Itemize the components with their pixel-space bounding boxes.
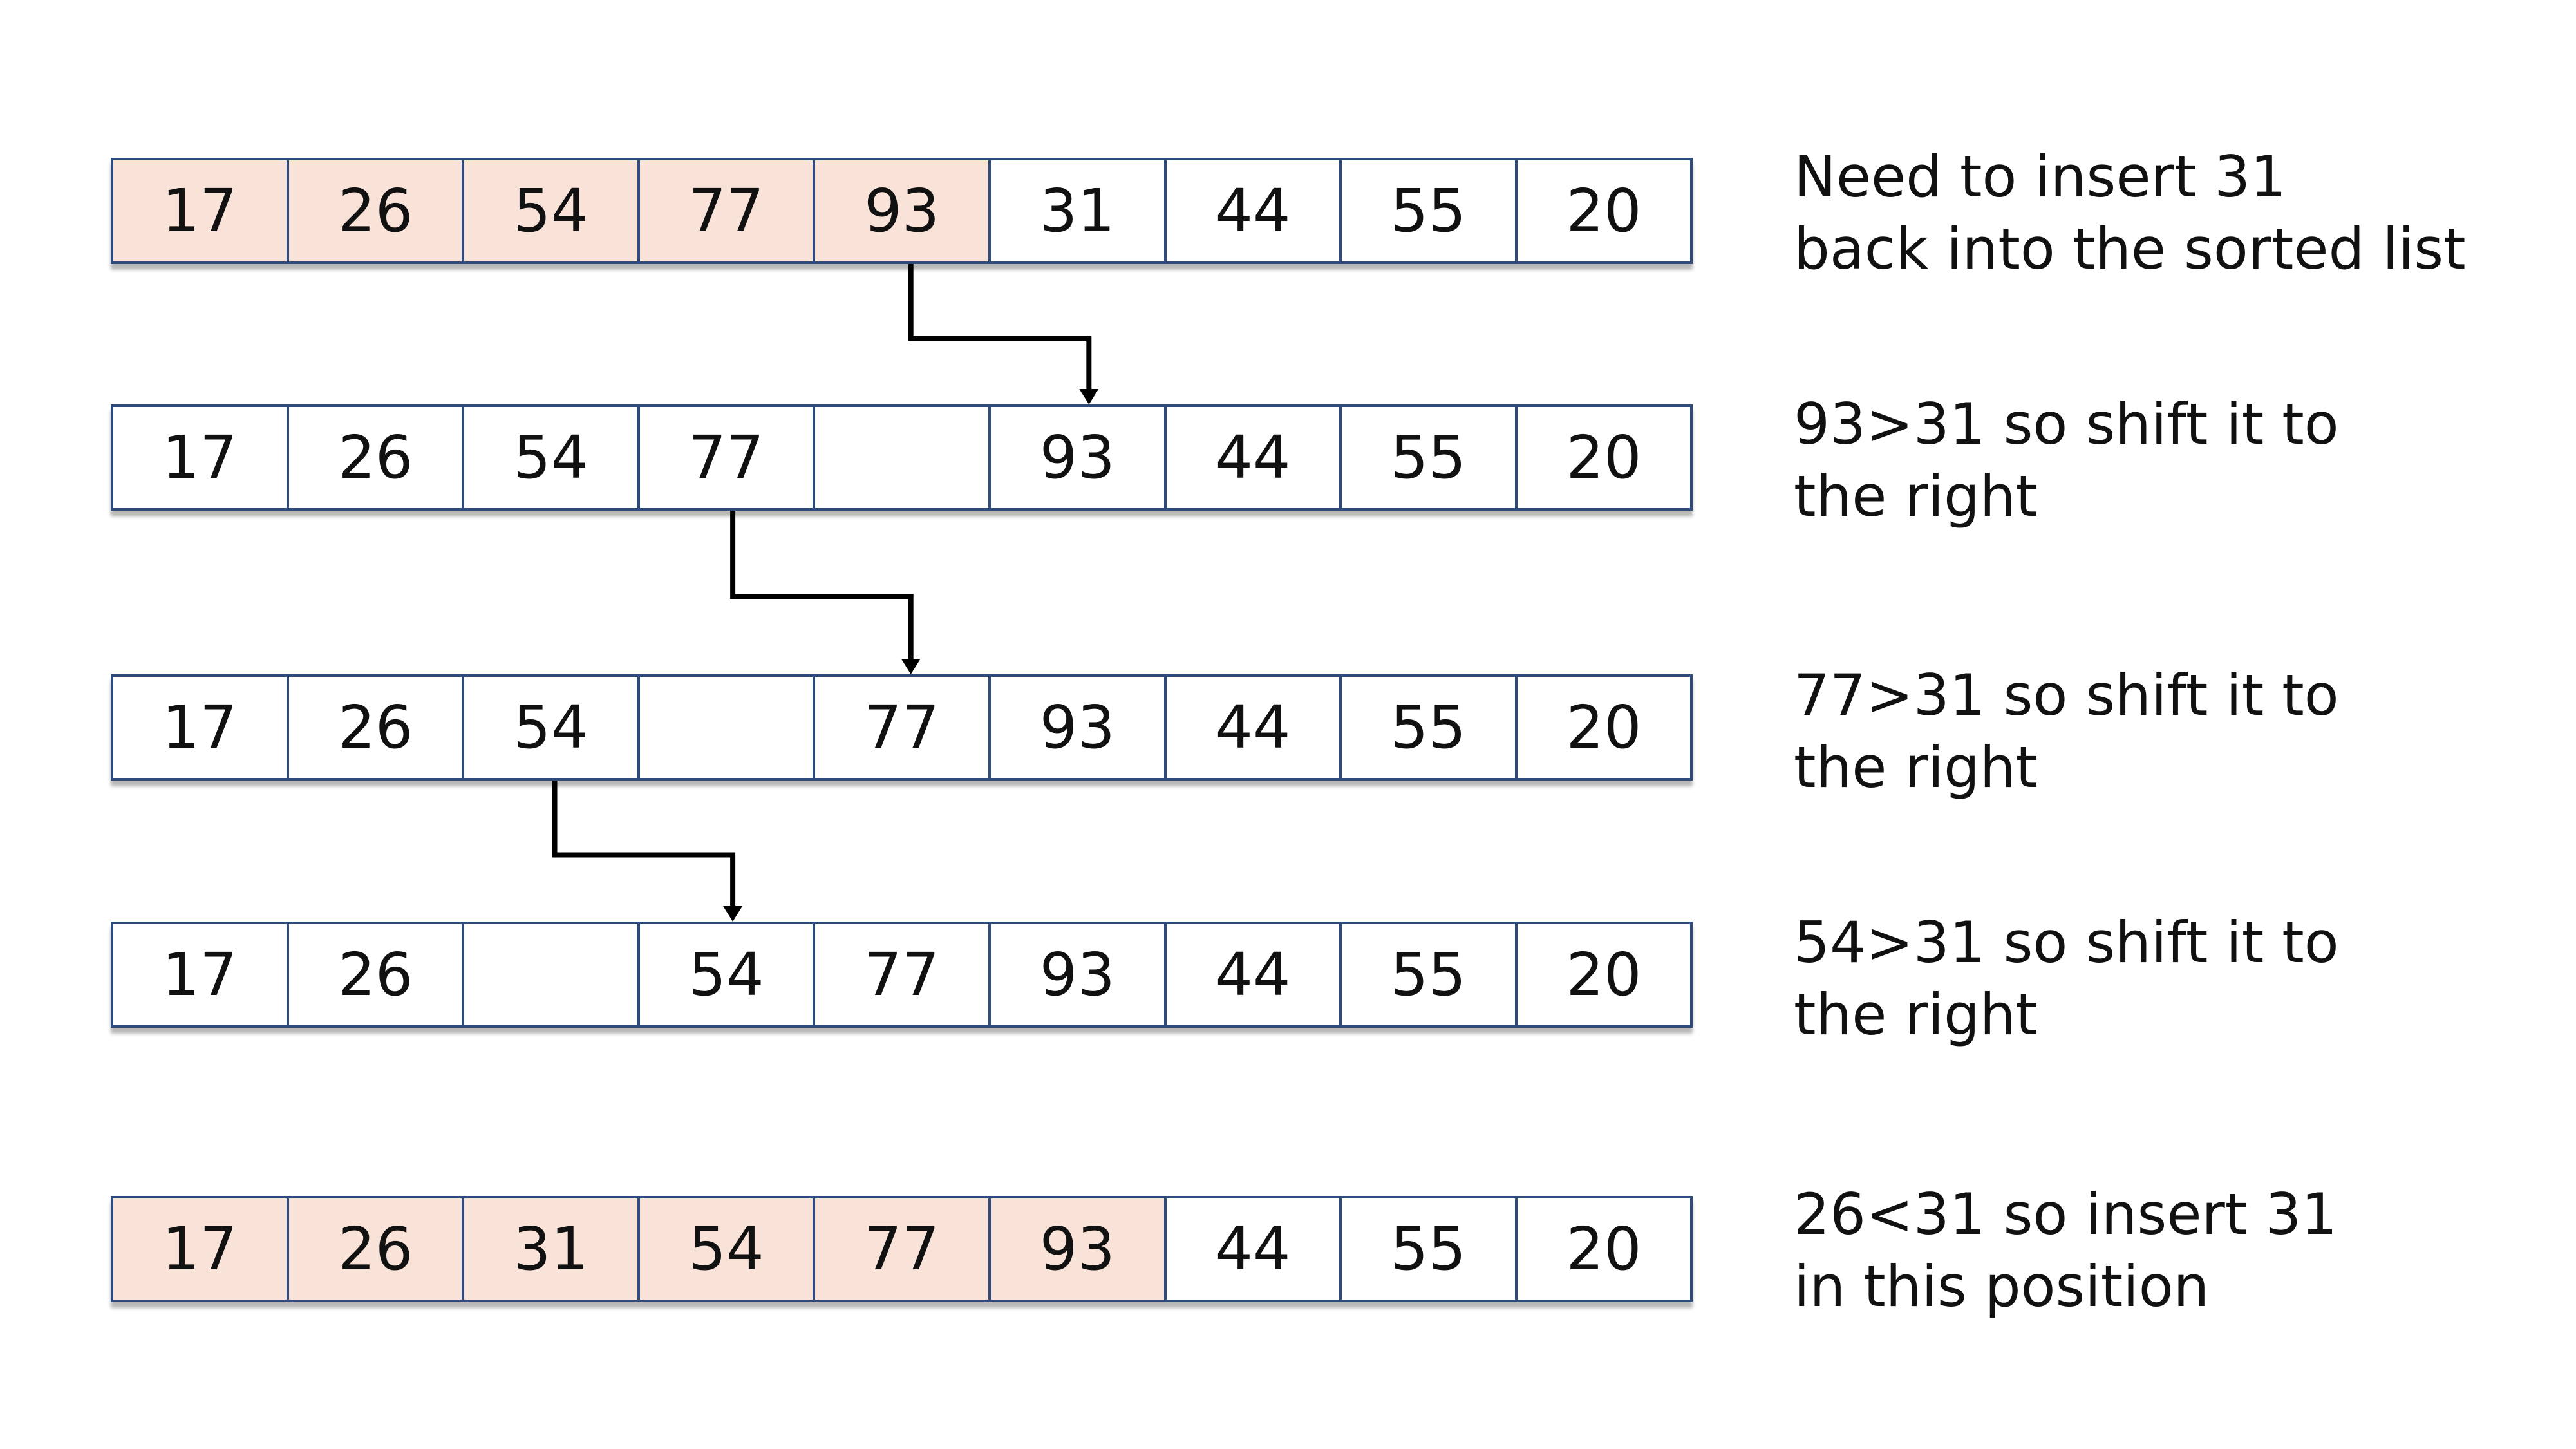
array-cell: 93: [988, 922, 1167, 1028]
caption-line: 77>31 so shift it to: [1794, 662, 2339, 728]
array-cell: 20: [1514, 158, 1693, 264]
array-cell: 77: [813, 1196, 991, 1302]
array-cell: 77: [813, 674, 991, 781]
step-caption: Need to insert 31 back into the sorted li…: [1794, 141, 2466, 285]
caption-line: 93>31 so shift it to: [1794, 391, 2339, 457]
array-cell: 26: [286, 158, 465, 264]
caption-line: in this position: [1794, 1253, 2210, 1320]
array-cell: 20: [1514, 1196, 1693, 1302]
array-cell: 20: [1514, 922, 1693, 1028]
array-cell: 26: [286, 404, 465, 511]
array-cell-empty: [637, 674, 816, 781]
caption-line: the right: [1794, 734, 2038, 800]
arrowhead-icon: [1079, 389, 1099, 404]
array-cell: 54: [637, 922, 816, 1028]
caption-line: Need to insert 31: [1794, 144, 2287, 210]
array-cell: 93: [813, 158, 991, 264]
array-cell: 17: [111, 1196, 289, 1302]
shift-arrow: [730, 511, 921, 674]
array-cell: 55: [1339, 404, 1518, 511]
array-cell: 26: [286, 922, 465, 1028]
array-cell: 31: [988, 158, 1167, 264]
caption-line: the right: [1794, 463, 2038, 529]
array-cell: 31: [462, 1196, 640, 1302]
shift-arrow-line: [908, 264, 1092, 390]
caption-line: 54>31 so shift it to: [1794, 909, 2339, 976]
shift-arrow: [552, 781, 743, 922]
array-cell: 77: [637, 158, 816, 264]
array-cell: 44: [1163, 922, 1342, 1028]
array-cell: 17: [111, 674, 289, 781]
array-cell: 93: [988, 674, 1167, 781]
array-cell: 54: [637, 1196, 816, 1302]
array-cell: 77: [813, 922, 991, 1028]
array-cell: 54: [462, 404, 640, 511]
array-cell: 55: [1339, 158, 1518, 264]
array-cell: 26: [286, 674, 465, 781]
array-cell: 26: [286, 1196, 465, 1302]
caption-line: back into the sorted list: [1794, 216, 2466, 282]
shift-arrow-line: [552, 781, 736, 907]
array-cell: 93: [988, 404, 1167, 511]
array-row: 17 26 54 77 93 44 55 20: [111, 922, 1693, 1028]
array-row: 17 26 54 77 93 31 44 55 20: [111, 158, 1693, 264]
array-cell-empty: [462, 922, 640, 1028]
array-cell: 44: [1163, 158, 1342, 264]
step-caption: 54>31 so shift it to the right: [1794, 907, 2339, 1051]
array-cell: 93: [988, 1196, 1167, 1302]
array-cell: 55: [1339, 922, 1518, 1028]
caption-line: 26<31 so insert 31: [1794, 1181, 2338, 1247]
step-caption: 93>31 so shift it to the right: [1794, 388, 2339, 533]
array-cell: 55: [1339, 1196, 1518, 1302]
array-cell: 54: [462, 158, 640, 264]
array-cell: 77: [637, 404, 816, 511]
array-row: 17 26 31 54 77 93 44 55 20: [111, 1196, 1693, 1302]
arrowhead-icon: [901, 659, 921, 674]
array-cell-empty: [813, 404, 991, 511]
step-caption: 26<31 so insert 31 in this position: [1794, 1179, 2337, 1323]
array-cell: 20: [1514, 404, 1693, 511]
array-cell: 55: [1339, 674, 1518, 781]
array-cell: 17: [111, 158, 289, 264]
array-cell: 20: [1514, 674, 1693, 781]
array-cell: 17: [111, 404, 289, 511]
array-cell: 17: [111, 922, 289, 1028]
shift-arrow: [908, 264, 1099, 404]
shift-arrow-line: [730, 511, 914, 660]
array-cell: 54: [462, 674, 640, 781]
array-row: 17 26 54 77 93 44 55 20: [111, 674, 1693, 781]
array-row: 17 26 54 77 93 44 55 20: [111, 404, 1693, 511]
array-cell: 44: [1163, 404, 1342, 511]
caption-line: the right: [1794, 981, 2038, 1048]
arrowhead-icon: [723, 906, 743, 922]
array-cell: 44: [1163, 1196, 1342, 1302]
step-caption: 77>31 so shift it to the right: [1794, 659, 2339, 804]
array-cell: 44: [1163, 674, 1342, 781]
